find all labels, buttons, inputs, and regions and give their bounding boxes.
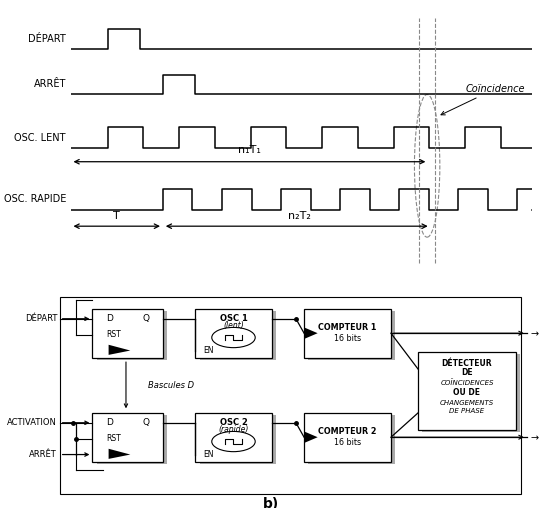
Text: CHANGEMENTS: CHANGEMENTS — [440, 400, 494, 405]
Text: COMPTEUR 1: COMPTEUR 1 — [318, 323, 377, 332]
Polygon shape — [109, 449, 130, 459]
Polygon shape — [109, 345, 130, 355]
Text: RST: RST — [106, 434, 121, 443]
Text: OU DE: OU DE — [453, 388, 481, 397]
Text: T: T — [113, 211, 120, 220]
Text: DÉPART: DÉPART — [28, 34, 66, 44]
Text: ARRÊT: ARRÊT — [29, 450, 57, 459]
Text: Coïncidence: Coïncidence — [441, 84, 525, 115]
Bar — [97, 311, 167, 360]
Bar — [92, 412, 163, 462]
Text: OSC. RAPIDE: OSC. RAPIDE — [4, 195, 66, 204]
Text: OSC 2: OSC 2 — [219, 418, 248, 427]
Bar — [60, 297, 521, 494]
Bar — [304, 309, 391, 358]
Text: ARRÊT: ARRÊT — [34, 79, 66, 89]
Text: EN: EN — [204, 450, 214, 459]
Text: Q: Q — [142, 314, 149, 323]
Text: ACTIVATION: ACTIVATION — [7, 418, 57, 427]
Text: $\rightarrow$ n1: $\rightarrow$ n1 — [529, 327, 543, 339]
Bar — [308, 311, 395, 360]
Text: COMPTEUR 2: COMPTEUR 2 — [318, 427, 377, 436]
Bar — [422, 354, 520, 432]
Bar — [92, 309, 163, 358]
Text: (rapide): (rapide) — [218, 426, 249, 434]
Text: 16 bits: 16 bits — [334, 334, 361, 343]
Text: D: D — [106, 418, 113, 427]
Text: DÉPART: DÉPART — [24, 314, 57, 323]
Text: $\rightarrow$ n2: $\rightarrow$ n2 — [529, 431, 543, 443]
Text: RST: RST — [106, 330, 121, 339]
Bar — [418, 352, 516, 430]
Bar — [304, 412, 391, 462]
Text: 16 bits: 16 bits — [334, 438, 361, 448]
Text: Q: Q — [142, 418, 149, 427]
Text: Bascules D: Bascules D — [148, 380, 194, 390]
Text: D: D — [106, 314, 113, 323]
Text: (lent): (lent) — [223, 322, 244, 331]
Text: DÉTECTEUR: DÉTECTEUR — [441, 359, 493, 368]
Text: n₂T₂: n₂T₂ — [288, 211, 311, 220]
Text: DE: DE — [461, 368, 473, 377]
Bar — [97, 415, 167, 464]
Text: b): b) — [263, 497, 280, 508]
Text: OSC. LENT: OSC. LENT — [15, 133, 66, 143]
Text: COÏNCIDENCES: COÏNCIDENCES — [440, 379, 494, 386]
Bar — [308, 415, 395, 464]
Text: OSC 1: OSC 1 — [219, 314, 248, 323]
Bar — [195, 412, 272, 462]
Text: a): a) — [293, 309, 310, 323]
Bar — [200, 311, 276, 360]
Text: EN: EN — [204, 346, 214, 355]
Polygon shape — [304, 328, 318, 339]
Bar — [195, 309, 272, 358]
Text: DE PHASE: DE PHASE — [450, 408, 484, 414]
Bar — [200, 415, 276, 464]
Text: n₁T₁: n₁T₁ — [238, 145, 261, 155]
Polygon shape — [304, 431, 318, 443]
